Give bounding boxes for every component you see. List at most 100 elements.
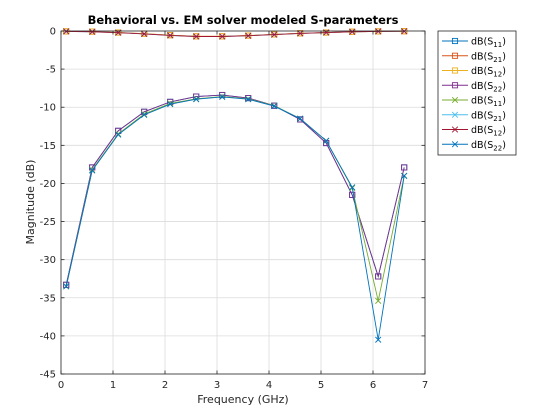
x-marker-stroke (167, 32, 174, 39)
x-marker-stroke (401, 172, 408, 179)
x-marker-stroke (193, 33, 200, 40)
x-marker-stroke (115, 131, 122, 138)
y-tick-label: -25 (40, 217, 56, 228)
legend-marker (451, 111, 459, 118)
data-point (271, 31, 278, 38)
x-tick-label: 0 (58, 380, 64, 391)
x-marker-stroke (451, 126, 459, 133)
legend-marker (451, 82, 459, 89)
x-marker-stroke (245, 32, 252, 39)
y-tick-label: -30 (40, 255, 56, 266)
data-point (219, 91, 226, 99)
x-marker-stroke (297, 115, 304, 122)
data-point (375, 297, 382, 304)
x-marker-stroke (375, 297, 382, 304)
x-marker-stroke (375, 336, 382, 343)
data-point (401, 172, 408, 179)
x-marker-stroke (63, 283, 70, 290)
y-tick-label: -10 (40, 103, 56, 114)
data-point (167, 32, 174, 39)
legend-marker (451, 67, 459, 74)
x-tick-label: 3 (214, 380, 220, 391)
data-point (375, 336, 382, 343)
data-point (375, 273, 382, 280)
y-tick-label: -15 (40, 141, 56, 152)
data-point (245, 96, 252, 103)
x-tick-label: 5 (318, 380, 324, 391)
data-point (193, 96, 200, 103)
y-tick-label: 0 (50, 27, 56, 38)
ticks: 0 1 2 3 4 5 6 7 0 -5 -10 -15 -20 -25 -30 -35 -40 -45 (40, 27, 429, 392)
x-marker-stroke (297, 30, 304, 37)
x-marker-stroke (89, 28, 96, 35)
data-point (141, 111, 148, 118)
x-marker-stroke (349, 184, 356, 191)
legend-box (437, 30, 517, 156)
data-point (297, 30, 304, 37)
y-tick-label: -5 (46, 65, 56, 76)
x-marker-stroke (245, 96, 252, 103)
series-line (65, 94, 405, 285)
x-marker-stroke (271, 102, 278, 110)
axes-box (60, 30, 426, 375)
x-axis-label: Frequency (GHz) (197, 393, 288, 406)
x-marker-stroke (271, 31, 278, 38)
legend-marker (451, 52, 459, 59)
data-point (63, 283, 70, 290)
x-tick-label: 1 (110, 380, 116, 391)
x-marker-stroke (193, 96, 200, 103)
data-point (193, 33, 200, 40)
x-tick-label: 4 (266, 380, 272, 391)
x-marker-stroke (219, 93, 226, 101)
data-point (89, 28, 96, 35)
x-marker-stroke (323, 137, 330, 144)
data-point (271, 102, 278, 110)
data-point (349, 191, 356, 198)
data-point (245, 95, 252, 102)
y-tick-label: -35 (40, 293, 56, 304)
x-tick-label: 6 (370, 380, 376, 391)
data-point (297, 116, 304, 123)
data-point (349, 184, 356, 191)
x-marker-stroke (89, 167, 96, 174)
data-point (297, 115, 304, 122)
legend-marker (451, 96, 459, 104)
data-point (63, 281, 70, 288)
x-marker-stroke (219, 33, 226, 40)
x-marker-stroke (141, 111, 148, 118)
x-tick-label: 2 (162, 380, 168, 391)
chart-title: Behavioral vs. EM solver modeled S-param… (88, 13, 399, 27)
x-marker-stroke (451, 96, 459, 104)
series-line (65, 96, 405, 340)
y-axis-label: Magnitude (dB) (24, 160, 37, 245)
series-8-s22-x (63, 93, 408, 343)
x-marker-stroke (451, 141, 459, 148)
legend: dB(S11)dB(S21)dB(S12)dB(S22)dB(S11)dB(S2… (437, 30, 517, 156)
data-point (219, 33, 226, 40)
x-marker-stroke (167, 101, 174, 108)
plot-area (61, 31, 425, 374)
data-point (349, 28, 356, 35)
legend-marker (451, 141, 459, 148)
data-point (245, 32, 252, 39)
data-point (141, 30, 148, 38)
x-marker-stroke (349, 28, 356, 35)
legend-marker (451, 37, 459, 45)
x-tick-label: 7 (422, 380, 428, 391)
y-tick-label: -45 (40, 370, 56, 381)
data-point (323, 137, 330, 144)
x-marker-stroke (115, 130, 122, 138)
y-tick-label: -40 (40, 331, 56, 342)
data-point (89, 167, 96, 174)
x-marker-stroke (451, 111, 459, 118)
data-point (115, 131, 122, 138)
series-line (66, 30, 405, 37)
data-point (219, 93, 226, 101)
y-tick-label: -20 (40, 179, 56, 190)
data-point (115, 130, 122, 138)
legend-marker (451, 126, 459, 133)
data-point (401, 164, 408, 171)
x-marker-stroke (141, 30, 148, 38)
